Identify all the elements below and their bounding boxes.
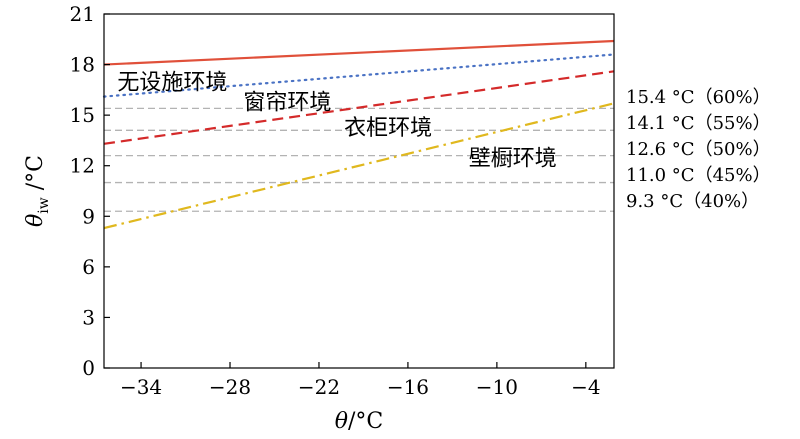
reference-line-label: 9.3 °C（40%） bbox=[626, 191, 759, 212]
x-tick-label: −4 bbox=[571, 375, 600, 399]
series-line bbox=[103, 70, 615, 145]
reference-line-label: 15.4 °C（60%） bbox=[626, 87, 771, 108]
x-axis-title: θ/°C bbox=[335, 409, 384, 434]
series-line bbox=[103, 39, 615, 66]
x-tick-label: −10 bbox=[476, 375, 518, 399]
x-tick-label: −34 bbox=[120, 375, 162, 399]
plot-frame bbox=[103, 13, 615, 369]
series-label: 衣柜环境 bbox=[344, 116, 432, 141]
reference-line-label: 11.0 °C（45%） bbox=[626, 165, 771, 186]
series-line bbox=[102, 53, 616, 98]
series-label: 窗帘环境 bbox=[243, 91, 331, 116]
y-tick-label: 6 bbox=[82, 255, 95, 279]
y-tick-label: 3 bbox=[82, 305, 95, 329]
y-tick-label: 21 bbox=[70, 2, 95, 26]
y-tick-label: 9 bbox=[82, 204, 95, 228]
reference-line-label: 14.1 °C（55%） bbox=[626, 113, 771, 134]
series-label: 无设施环境 bbox=[117, 70, 227, 95]
x-tick-label: −22 bbox=[298, 375, 340, 399]
y-tick-label: 15 bbox=[70, 103, 95, 127]
y-tick-label: 12 bbox=[70, 154, 95, 178]
series-lines bbox=[102, 39, 616, 230]
series-line bbox=[103, 102, 615, 230]
y-axis-title: θiw /°C bbox=[23, 155, 52, 227]
x-tick-label: −28 bbox=[209, 375, 251, 399]
y-tick-label: 0 bbox=[82, 356, 95, 380]
series-label: 壁橱环境 bbox=[469, 146, 557, 171]
y-tick-label: 18 bbox=[70, 53, 95, 77]
x-tick-label: −16 bbox=[387, 375, 429, 399]
axis-ticks: −34 −28 −22 −16 −10 −4 0 3 6 9 12 15 18 21 bbox=[70, 2, 601, 399]
reference-labels: 15.4 °C（60%） 14.1 °C（55%） 12.6 °C（50%） 11.0… bbox=[626, 87, 771, 212]
reference-line-label: 12.6 °C（50%） bbox=[626, 139, 771, 160]
